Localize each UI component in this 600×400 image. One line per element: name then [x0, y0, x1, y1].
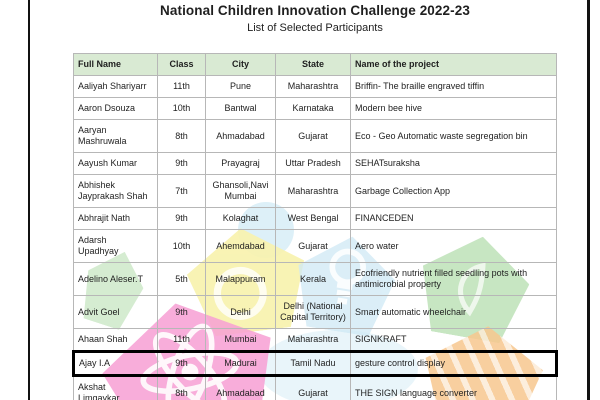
cell-city: Ghansoli,Navi Mumbai — [205, 174, 276, 208]
participants-table: Full Name Class City State Name of the p… — [72, 53, 558, 400]
cell-project: FINANCEDEN — [350, 207, 557, 230]
cell-city: Ahemdabad — [205, 229, 276, 263]
table-row-highlighted: Ajay I.A 9th Madurai Tamil Nadu gesture cont… — [72, 350, 558, 377]
cell-state: Maharashtra — [275, 75, 351, 98]
cell-state: Gujarat — [275, 229, 351, 263]
cell-class: 8th — [157, 119, 206, 153]
cell-state: Gujarat — [275, 375, 351, 400]
cell-class: 11th — [157, 328, 206, 352]
cell-project: Aero water — [350, 229, 557, 263]
cell-state: Delhi (National Capital Territory) — [275, 295, 351, 329]
page-subtitle: List of Selected Participants — [247, 22, 383, 34]
cell-city: Prayagraj — [205, 152, 276, 175]
cell-class: 10th — [157, 97, 206, 120]
cell-project: Garbage Collection App — [350, 174, 557, 208]
cell-city: Madurai — [205, 350, 276, 377]
page-left-border — [28, 0, 30, 400]
cell-project: SEHATsuraksha — [350, 152, 557, 175]
table-row: Advit Goel 9th Delhi Delhi (National Capita… — [73, 295, 557, 329]
cell-name: Aaryan Mashruwala — [73, 119, 158, 153]
table-row: Aaron Dsouza 10th Bantwal Karnataka Modern b… — [73, 97, 557, 120]
cell-state: Maharashtra — [275, 328, 351, 352]
cell-class: 9th — [157, 207, 206, 230]
cell-name: Aaliyah Shariyarr — [73, 75, 158, 98]
cell-city: Delhi — [205, 295, 276, 329]
cell-project: Smart automatic wheelchair — [350, 295, 557, 329]
cell-class: 9th — [157, 152, 206, 175]
cell-project: Ecofriendly nutrient filled seedling pot… — [350, 262, 557, 296]
cell-state: West Bengal — [275, 207, 351, 230]
cell-project: THE SIGN language converter — [350, 375, 557, 400]
cell-name: Abhishek Jayprakash Shah — [73, 174, 158, 208]
cell-class: 11th — [157, 75, 206, 98]
cell-class: 7th — [157, 174, 206, 208]
cell-class: 9th — [157, 350, 206, 377]
cell-state: Tamil Nadu — [275, 350, 351, 377]
column-header-city: City — [205, 53, 276, 76]
cell-class: 8th — [157, 375, 206, 400]
table-row: Aaryan Mashruwala 8th Ahmadabad Gujarat Eco … — [73, 119, 557, 153]
table-row: Adelino Aleser.T 5th Malappuram Kerala Ecofr… — [73, 262, 557, 296]
cell-project: gesture control display — [350, 350, 558, 377]
cell-class: 9th — [157, 295, 206, 329]
cell-project: Modern bee hive — [350, 97, 557, 120]
cell-project: SIGNKRAFT — [350, 328, 557, 352]
column-header-state: State — [275, 53, 351, 76]
cell-name: Abhrajit Nath — [73, 207, 158, 230]
cell-name: Aaron Dsouza — [73, 97, 158, 120]
participants-body: Aaliyah Shariyarr 11th Pune Maharashtra Brif… — [72, 75, 558, 400]
cell-city: Bantwal — [205, 97, 276, 120]
table-row: Abhishek Jayprakash Shah 7th Ghansoli,Navi… — [73, 174, 557, 208]
header-row: Full Name Class City State Name of the p… — [73, 53, 557, 76]
cell-state: Maharashtra — [275, 174, 351, 208]
column-header-class: Class — [157, 53, 206, 76]
table-row: Abhrajit Nath 9th Kolaghat West Bengal FINAN… — [73, 207, 557, 230]
cell-city: Mumbai — [205, 328, 276, 352]
heading-block: National Children Innovation Challenge 2… — [40, 3, 590, 34]
cell-name: Aayush Kumar — [73, 152, 158, 175]
cell-city: Malappuram — [205, 262, 276, 296]
cell-name: Adelino Aleser.T — [73, 262, 158, 296]
page-title: National Children Innovation Challenge 2… — [160, 3, 470, 18]
cell-project: Eco - Geo Automatic waste segregation bi… — [350, 119, 557, 153]
table-row: Ahaan Shah 11th Mumbai Maharashtra SIGNKRAFT — [73, 328, 557, 352]
cell-city: Pune — [205, 75, 276, 98]
column-header-full-name: Full Name — [73, 53, 158, 76]
cell-city: Ahmadabad — [205, 375, 276, 400]
cell-project: Briffin- The braille engraved tiffin — [350, 75, 557, 98]
table-header: Full Name Class City State Name of the p… — [73, 53, 557, 76]
cell-name: Adarsh Upadhyay — [73, 229, 158, 263]
cell-state: Gujarat — [275, 119, 351, 153]
cell-city: Kolaghat — [205, 207, 276, 230]
cell-name: Ahaan Shah — [73, 328, 158, 352]
cell-state: Karnataka — [275, 97, 351, 120]
cell-state: Uttar Pradesh — [275, 152, 351, 175]
cell-name: Advit Goel — [73, 295, 158, 329]
cell-name: Akshat Limgaykar — [73, 375, 158, 400]
cell-name: Ajay I.A — [72, 350, 158, 377]
table-row: Aaliyah Shariyarr 11th Pune Maharashtra Brif… — [73, 75, 557, 98]
cell-city: Ahmadabad — [205, 119, 276, 153]
table-row: Adarsh Upadhyay 10th Ahemdabad Gujarat Aero … — [73, 229, 557, 263]
column-header-project: Name of the project — [350, 53, 557, 76]
table-row: Aayush Kumar 9th Prayagraj Uttar Pradesh SEH… — [73, 152, 557, 175]
table-row: Akshat Limgaykar 8th Ahmadabad Gujarat THE S… — [73, 375, 557, 400]
cell-class: 5th — [157, 262, 206, 296]
page-right-border — [587, 0, 590, 400]
cell-class: 10th — [157, 229, 206, 263]
cell-state: Kerala — [275, 262, 351, 296]
